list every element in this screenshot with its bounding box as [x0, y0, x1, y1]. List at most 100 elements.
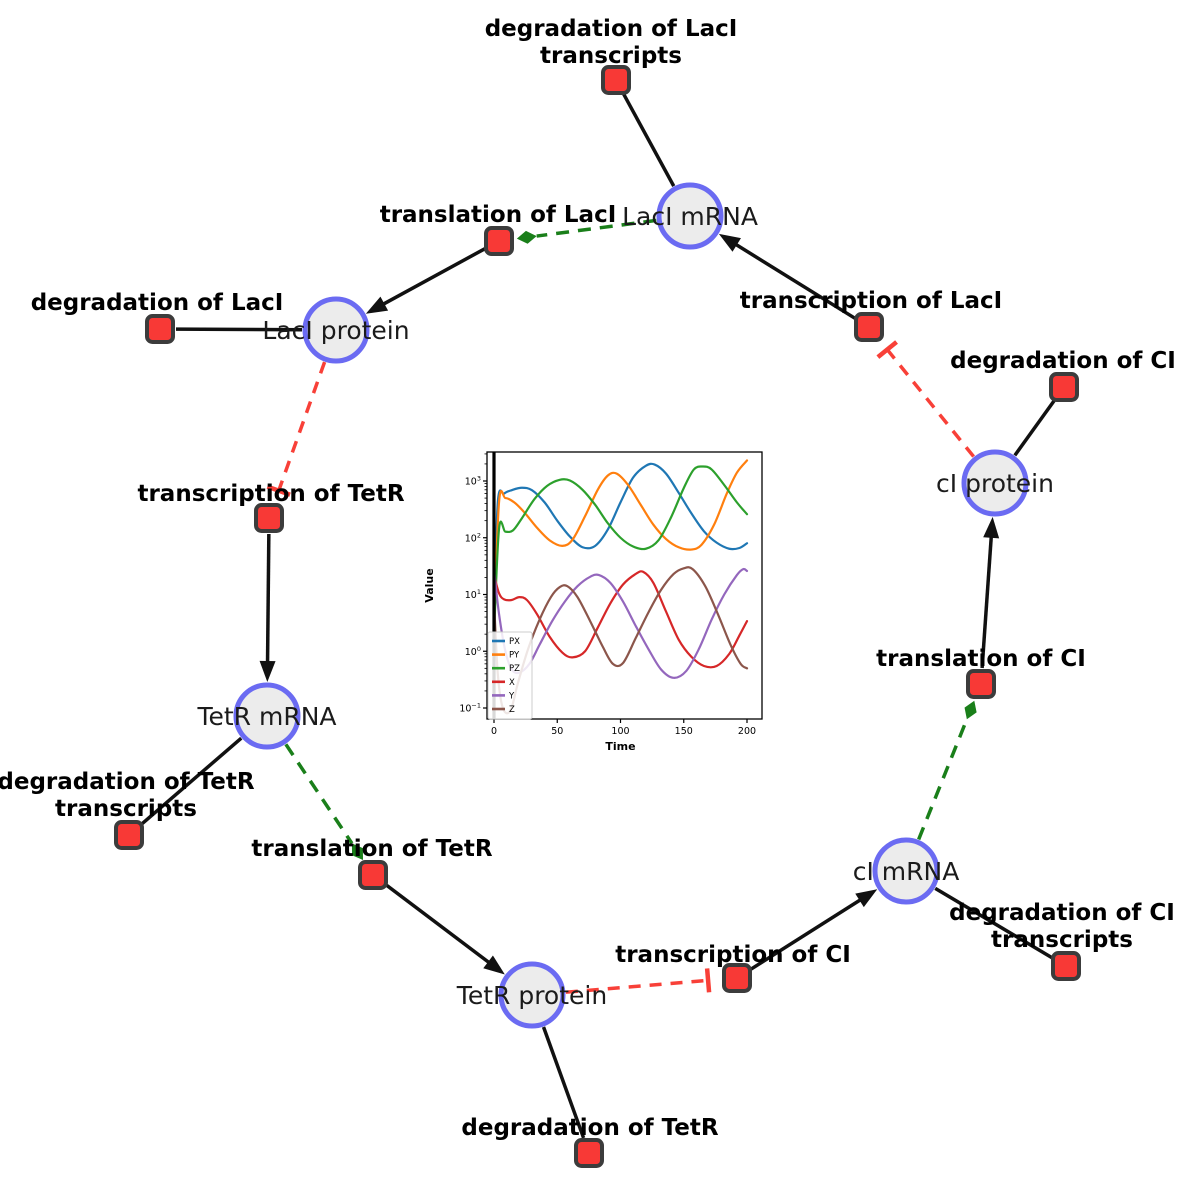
edge-ci-protein-deg-ci — [1013, 398, 1057, 457]
edge-transc-ci-ci-mrna-arrowhead — [855, 889, 878, 908]
series-line-PZ — [492, 465, 749, 636]
reaction-node-transc-laci[interactable] — [854, 312, 884, 342]
legend: PX PY PZ XYZ — [487, 631, 533, 720]
reaction-label-transl-tetr-line1: translation of TetR — [251, 836, 492, 862]
nodes-layer — [114, 65, 1081, 1168]
edges-layer — [139, 93, 1057, 1139]
edge-tetr-protein-transc-ci-tee — [704, 968, 712, 993]
series-line-X — [492, 570, 749, 669]
edge-transc-laci-laci-mrna-arrowhead — [718, 233, 741, 252]
y-tick-label: 101 — [465, 588, 481, 601]
timecourse-plot: 10−1 100 101 102 103 0 50 100 150 200 PX PY PZ XYZ Tim… — [423, 451, 763, 753]
reaction-label-deg-ci-tx-line2: transcripts — [991, 927, 1133, 953]
species-node-tetr-mrna[interactable] — [233, 682, 301, 750]
edge-tetr-protein-transc-ci — [565, 978, 709, 994]
edge-laci-protein-transc-tetr — [277, 361, 327, 492]
species-label-ci-mrna: cI mRNA — [853, 857, 960, 886]
reaction-label-transl-laci-line1: translation of LacI — [380, 202, 617, 228]
reaction-label-transc-laci-line1: transcription of LacI — [740, 288, 1003, 314]
species-node-laci-protein[interactable] — [302, 296, 370, 364]
reaction-node-deg-ci[interactable] — [1049, 372, 1079, 402]
edge-transl-laci-laci-protein-arrowhead — [365, 296, 389, 314]
labels-layer: degradation of LacItranscriptstranslatio… — [0, 16, 1176, 1141]
edge-transc-tetr-tetr-mrna-arrowhead — [259, 660, 276, 683]
edge-laci-mrna-deg-laci-tx — [622, 93, 676, 187]
y-axis-title: Value — [423, 568, 436, 602]
legend-label-PY: PY — [509, 651, 520, 661]
edge-transl-ci-ci-protein — [980, 533, 994, 669]
species-node-ci-mrna[interactable] — [872, 837, 940, 905]
inset-chart: 10−1 100 101 102 103 0 50 100 150 200 PX PY PZ X Y Z Tim… — [420, 438, 780, 773]
legend-label-Z: Z — [509, 705, 515, 715]
edge-ci-mrna-transl-ci-diamond — [964, 700, 977, 720]
y-tick-label: 10−1 — [459, 702, 481, 715]
series-line-PY — [492, 459, 749, 630]
y-tick-label: 102 — [465, 531, 481, 544]
edge-ci-mrna-deg-ci-tx — [934, 886, 1054, 960]
reaction-label-deg-ci-tx-line1: degradation of CI — [949, 900, 1175, 926]
edge-transl-tetr-tetr-protein — [384, 883, 493, 966]
edge-ci-protein-transc-laci-tee — [876, 340, 898, 359]
reaction-label-transl-ci-line1: translation of CI — [876, 646, 1086, 672]
edge-transc-tetr-tetr-mrna — [265, 533, 271, 666]
reaction-label-deg-tetr-tx-line2: transcripts — [55, 796, 197, 822]
reaction-label-deg-laci-line1: degradation of LacI — [31, 290, 284, 316]
x-tick-label: 50 — [551, 726, 563, 737]
axes-frame — [486, 451, 763, 720]
species-label-laci-mrna: LacI mRNA — [622, 202, 758, 231]
species-node-ci-protein[interactable] — [961, 449, 1029, 517]
edge-transl-tetr-tetr-protein-arrowhead — [483, 955, 505, 975]
edge-transl-laci-laci-protein — [379, 247, 486, 308]
reaction-node-transl-ci[interactable] — [966, 669, 996, 699]
reaction-label-transc-ci-line1: transcription of CI — [615, 942, 851, 968]
reaction-node-transl-laci[interactable] — [484, 226, 514, 256]
edge-transl-ci-ci-protein-arrowhead — [983, 516, 1000, 539]
reaction-node-transc-tetr[interactable] — [254, 503, 284, 533]
legend-label-X: X — [509, 678, 515, 688]
reaction-node-deg-laci-tx[interactable] — [601, 65, 631, 95]
species-node-tetr-protein[interactable] — [498, 961, 566, 1029]
x-tick-label: 200 — [738, 726, 756, 737]
reaction-label-deg-laci-tx-line2: transcripts — [540, 43, 682, 69]
x-tick-label: 150 — [675, 726, 693, 737]
reaction-label-transc-tetr-line1: transcription of TetR — [137, 481, 404, 507]
reaction-node-deg-laci[interactable] — [145, 314, 175, 344]
reaction-label-deg-ci-line1: degradation of CI — [950, 348, 1176, 374]
edge-laci-mrna-transl-laci — [536, 218, 657, 238]
reaction-label-deg-tetr-tx-line1: degradation of TetR — [0, 769, 255, 795]
legend-label-Y: Y — [508, 691, 515, 701]
legend-label-PZ: PZ — [509, 664, 520, 674]
species-label-tetr-mrna: TetR mRNA — [196, 702, 336, 731]
reaction-label-deg-laci-tx-line1: degradation of LacI — [485, 16, 738, 42]
series-line-PX — [492, 462, 749, 626]
x-axis-title: Time — [605, 740, 635, 753]
reaction-node-deg-tetr-tx[interactable] — [114, 820, 144, 850]
edge-laci-mrna-transl-laci-diamond — [516, 230, 537, 244]
reaction-node-transl-tetr[interactable] — [358, 860, 388, 890]
y-tick-label: 103 — [465, 475, 481, 488]
edge-transc-laci-laci-mrna — [732, 241, 857, 321]
species-label-ci-protein: cI protein — [936, 469, 1054, 498]
y-tick-label: 100 — [465, 645, 481, 658]
edge-laci-protein-deg-laci — [175, 327, 303, 332]
edge-tetr-mrna-transl-tetr — [284, 743, 354, 845]
reaction-node-deg-tetr[interactable] — [574, 1138, 604, 1168]
edge-ci-mrna-transl-ci — [917, 718, 969, 841]
species-label-tetr-protein: TetR protein — [456, 981, 607, 1010]
x-tick-label: 0 — [491, 726, 497, 737]
reaction-label-deg-tetr-line1: degradation of TetR — [461, 1115, 718, 1141]
edge-tetr-mrna-transl-tetr-diamond — [351, 843, 364, 861]
reaction-node-deg-ci-tx[interactable] — [1051, 951, 1081, 981]
legend-label-PX: PX — [509, 637, 520, 647]
x-tick-label: 100 — [611, 726, 629, 737]
reaction-node-transc-ci[interactable] — [722, 963, 752, 993]
species-node-laci-mrna[interactable] — [656, 182, 724, 250]
edge-tetr-protein-deg-tetr — [541, 1026, 586, 1139]
edge-laci-protein-transc-tetr-tee — [266, 484, 291, 497]
species-label-laci-protein: LacI protein — [262, 316, 409, 345]
edge-tetr-mrna-deg-tetr-tx — [139, 736, 243, 826]
edge-ci-protein-transc-laci — [885, 348, 975, 458]
edge-transc-ci-ci-mrna — [749, 896, 864, 971]
